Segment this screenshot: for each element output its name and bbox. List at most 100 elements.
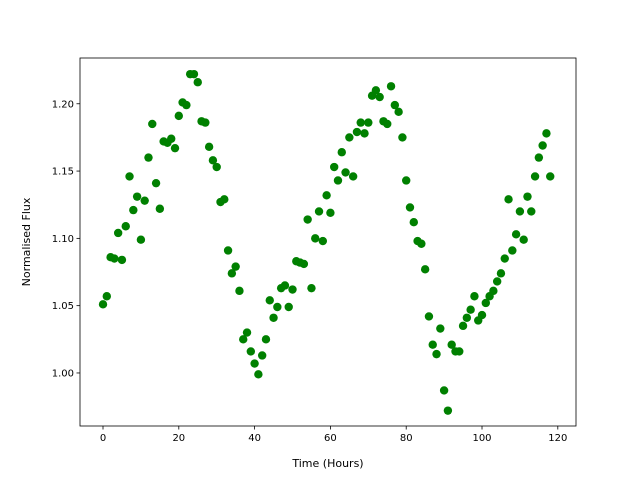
point	[170, 143, 180, 153]
y-tick-label: 1.15	[52, 167, 74, 178]
point	[136, 235, 146, 244]
point	[257, 351, 267, 360]
point	[201, 118, 210, 127]
point	[144, 153, 153, 162]
point	[523, 192, 532, 201]
point	[500, 254, 509, 263]
point	[466, 305, 475, 314]
point	[269, 313, 278, 322]
point	[303, 215, 312, 224]
point	[227, 269, 237, 278]
point	[333, 176, 343, 185]
point	[280, 281, 290, 290]
point	[155, 204, 165, 213]
point	[534, 153, 544, 162]
point	[182, 100, 191, 110]
point	[231, 262, 240, 271]
x-tick-label: 0	[100, 433, 106, 444]
point	[519, 235, 528, 244]
point	[235, 286, 244, 296]
point	[386, 82, 396, 91]
y-tick-label: 1.20	[52, 99, 74, 110]
point	[458, 321, 468, 331]
point	[254, 370, 263, 379]
point	[527, 207, 536, 216]
point	[511, 230, 521, 239]
point	[110, 254, 119, 263]
point	[489, 286, 498, 296]
point	[246, 347, 256, 356]
point	[189, 69, 199, 79]
point	[356, 118, 365, 127]
point	[242, 328, 252, 337]
point	[204, 142, 214, 152]
point	[329, 162, 339, 172]
point	[132, 192, 142, 201]
point	[496, 269, 506, 278]
x-tick-label: 20	[172, 433, 185, 444]
point	[121, 222, 130, 231]
point	[318, 236, 328, 246]
point	[273, 302, 282, 312]
point	[455, 347, 464, 356]
point	[314, 207, 324, 216]
point	[113, 228, 123, 238]
point	[299, 259, 309, 269]
point	[98, 300, 108, 309]
point	[208, 156, 218, 165]
point	[265, 296, 274, 305]
point	[345, 133, 354, 142]
point	[405, 203, 415, 212]
point	[542, 129, 551, 138]
point	[326, 208, 335, 217]
point	[409, 218, 418, 227]
point	[420, 265, 430, 274]
point	[492, 277, 502, 286]
point	[462, 313, 472, 322]
point	[239, 335, 248, 344]
point	[322, 191, 331, 200]
point	[311, 234, 320, 243]
point	[148, 119, 157, 129]
point	[436, 324, 445, 333]
x-tick-label: 100	[472, 433, 491, 444]
point	[515, 207, 525, 216]
point	[477, 310, 487, 320]
point	[102, 292, 111, 301]
point	[360, 129, 369, 138]
point	[125, 172, 134, 181]
point	[223, 246, 233, 255]
point	[432, 349, 441, 359]
point	[261, 335, 271, 344]
point	[417, 239, 426, 248]
point	[288, 285, 297, 294]
point	[307, 283, 316, 293]
point	[504, 195, 513, 204]
point	[371, 86, 381, 95]
point	[402, 176, 411, 185]
point	[428, 340, 437, 349]
point	[140, 196, 149, 205]
point	[470, 292, 479, 301]
plot-frame	[79, 57, 577, 427]
point	[250, 359, 259, 368]
point	[443, 406, 453, 415]
point	[530, 172, 540, 181]
x-axis-label: Time (Hours)	[291, 457, 363, 470]
point	[394, 107, 403, 117]
point	[439, 386, 449, 395]
point	[364, 118, 373, 127]
point	[447, 340, 456, 349]
point	[341, 168, 350, 177]
point	[337, 148, 346, 157]
point	[352, 127, 362, 137]
x-tick-label: 60	[324, 433, 337, 444]
point	[481, 298, 490, 308]
point	[508, 246, 517, 255]
y-tick-label: 1.05	[52, 301, 74, 312]
point	[390, 100, 400, 110]
x-tick-label: 40	[248, 433, 261, 444]
point	[174, 111, 184, 121]
y-tick-label: 1.00	[52, 368, 74, 379]
